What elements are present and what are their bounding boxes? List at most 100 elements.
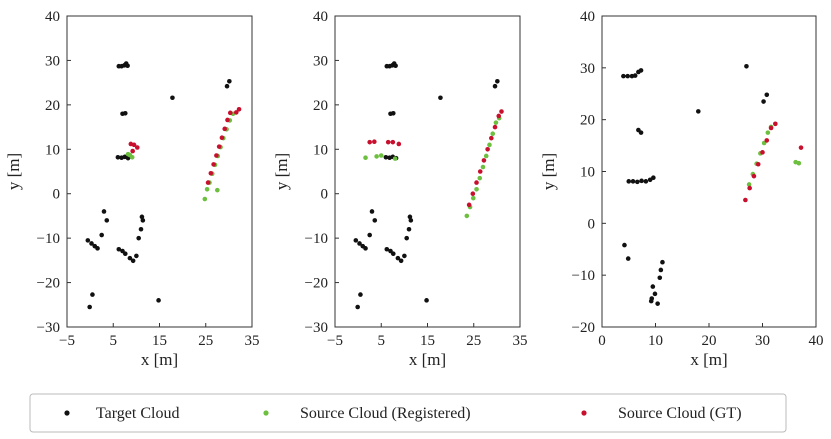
point-target — [652, 291, 658, 297]
y-tick-label: 30 — [580, 61, 595, 77]
point-gt — [477, 169, 483, 174]
point-gt — [135, 145, 140, 150]
point-gt — [216, 144, 222, 149]
point-target — [369, 209, 375, 214]
point-target — [95, 246, 100, 251]
point-gt — [773, 121, 778, 127]
point-target — [104, 218, 110, 223]
x-axis-label: x [m] — [141, 350, 178, 369]
point-gt — [485, 146, 490, 152]
legend-label-registered: Source Cloud (Registered) — [300, 405, 471, 422]
point-registered — [493, 120, 499, 125]
x-tick-label: 5 — [378, 333, 386, 349]
series-registered — [363, 115, 502, 219]
point-target — [407, 214, 413, 220]
point-registered — [765, 130, 771, 135]
x-tick-label: 20 — [702, 333, 717, 349]
point-target — [125, 63, 130, 69]
point-target — [122, 110, 128, 116]
point-target — [632, 73, 638, 78]
y-axis-label: y [m] — [4, 153, 23, 190]
point-target — [657, 275, 663, 281]
point-target — [85, 238, 91, 243]
point-target — [353, 238, 359, 243]
point-target — [87, 304, 92, 310]
point-target — [390, 110, 396, 116]
point-target — [355, 304, 360, 310]
point-target — [408, 218, 414, 223]
y-tick-label: 10 — [45, 142, 60, 158]
point-target — [384, 246, 390, 252]
point-target — [764, 92, 770, 98]
point-gt — [764, 138, 770, 143]
plot-frame — [334, 15, 521, 328]
point-target — [136, 235, 141, 241]
y-tick-label: 10 — [313, 142, 328, 158]
point-gt — [396, 141, 402, 147]
series-target — [85, 61, 232, 310]
point-gt — [751, 173, 757, 179]
y-tick-label: 0 — [53, 187, 61, 203]
point-gt — [208, 170, 214, 176]
point-target — [130, 258, 136, 264]
y-tick-label: −30 — [305, 320, 328, 336]
y-tick-label: 10 — [580, 165, 595, 181]
point-gt — [768, 125, 774, 131]
point-target — [101, 209, 107, 214]
y-tick-label: 20 — [45, 98, 60, 114]
point-target — [648, 298, 654, 304]
point-gt — [743, 197, 748, 203]
point-registered — [363, 155, 368, 161]
x-axis-label: x [m] — [409, 350, 446, 369]
point-target — [696, 109, 701, 114]
point-registered — [483, 153, 489, 159]
point-target — [363, 246, 368, 251]
point-gt — [236, 107, 242, 112]
point-gt — [390, 139, 396, 145]
x-tick-label: 5 — [110, 333, 118, 349]
point-target — [495, 79, 500, 84]
point-target — [625, 73, 630, 79]
point-target — [658, 267, 664, 273]
point-target — [660, 259, 665, 265]
series-gt — [128, 107, 242, 185]
y-tick-label: −10 — [305, 231, 328, 247]
point-registered — [796, 160, 802, 166]
point-gt — [499, 109, 504, 114]
point-target — [156, 298, 161, 303]
chart-panel-1: −30 −20 −10 0 10 20 30 40 −5 5 15 25 35 x [m] y [m] — [4, 9, 260, 369]
x-tick-label: 15 — [420, 333, 435, 349]
point-target — [626, 179, 632, 184]
y-tick-label: 20 — [580, 113, 595, 129]
point-target — [390, 251, 396, 256]
point-target — [761, 99, 766, 104]
y-tick-label: −20 — [305, 276, 328, 292]
series-target — [621, 63, 770, 306]
point-registered — [746, 182, 752, 187]
point-target — [115, 154, 121, 160]
point-registered — [480, 164, 486, 170]
point-target — [90, 292, 95, 297]
point-gt — [211, 162, 216, 167]
point-registered — [392, 156, 398, 161]
y-axis-label: y [m] — [539, 153, 558, 190]
point-target — [622, 242, 627, 248]
point-target — [643, 179, 649, 184]
point-gt — [466, 202, 472, 208]
x-tick-label: −5 — [59, 333, 75, 349]
y-tick-label: 0 — [321, 187, 329, 203]
x-tick-label: 25 — [466, 333, 481, 349]
y-tick-label: −20 — [572, 320, 595, 336]
x-tick-label: 15 — [152, 333, 167, 349]
point-target — [621, 73, 626, 79]
point-registered — [125, 151, 131, 157]
point-registered — [374, 154, 379, 159]
point-registered — [202, 196, 208, 202]
point-target — [651, 175, 656, 181]
point-target — [134, 253, 139, 259]
point-target — [402, 253, 407, 259]
y-tick-label: 0 — [588, 216, 596, 232]
point-registered — [470, 195, 476, 201]
